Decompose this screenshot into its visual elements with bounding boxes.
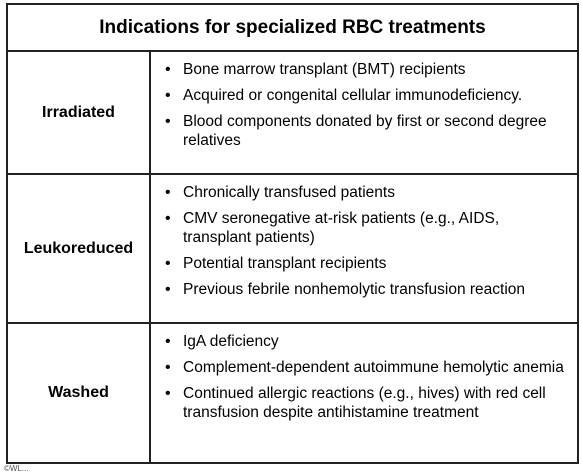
list-item: Complement-dependent autoimmune hemolyti… [163, 358, 569, 377]
row-label-leukoreduced: Leukoreduced [8, 175, 151, 322]
list-item: IgA deficiency [163, 332, 569, 351]
table-title: Indications for specialized RBC treatmen… [8, 5, 577, 52]
table-row-leukoreduced: Leukoreduced Chronically transfused pati… [8, 175, 577, 324]
list-item: Chronically transfused patients [163, 183, 569, 202]
row-items-irradiated: Bone marrow transplant (BMT) recipients … [151, 52, 577, 173]
list-item: Acquired or congenital cellular immunode… [163, 86, 569, 105]
list-item: Previous febrile nonhemolytic transfusio… [163, 280, 569, 299]
list-item: Potential transplant recipients [163, 254, 569, 273]
row-label-washed: Washed [8, 324, 151, 462]
row-items-washed: IgA deficiency Complement-dependent auto… [151, 324, 577, 462]
list-item: Bone marrow transplant (BMT) recipients [163, 60, 569, 79]
footer-credit: ©WL... [4, 464, 29, 473]
row-label-irradiated: Irradiated [8, 52, 151, 173]
row-items-leukoreduced: Chronically transfused patients CMV sero… [151, 175, 577, 322]
list-item: Continued allergic reactions (e.g., hive… [163, 384, 569, 422]
table-row-irradiated: Irradiated Bone marrow transplant (BMT) … [8, 52, 577, 175]
list-item: CMV seronegative at-risk patients (e.g.,… [163, 209, 569, 247]
indications-table: Indications for specialized RBC treatmen… [6, 3, 579, 464]
list-item: Blood components donated by first or sec… [163, 112, 569, 150]
table-row-washed: Washed IgA deficiency Complement-depende… [8, 324, 577, 462]
